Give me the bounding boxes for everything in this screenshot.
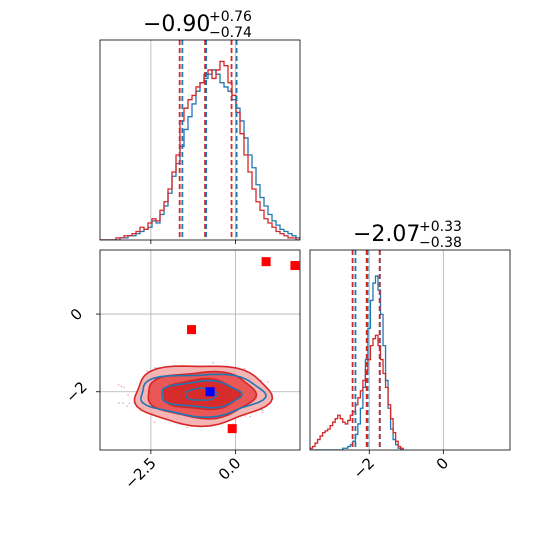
marker-red [227, 424, 237, 434]
title-p2: −2.07 +0.33 −0.38 [353, 219, 462, 251]
x-tick-label: 0.0 [215, 454, 245, 484]
x-tick-label: −2.5 [121, 454, 159, 492]
scatter-point [154, 366, 157, 369]
y-ticks-p2: 0 −2 [62, 305, 90, 407]
histogram-series-red [100, 60, 300, 240]
scatter-point [260, 379, 263, 382]
histogram-p2-plot [310, 250, 404, 450]
title-p1-main: −0.90 [143, 12, 210, 37]
title-p2-main: −2.07 [353, 222, 420, 247]
histogram-series-blue [100, 69, 300, 240]
scatter-point [117, 384, 120, 386]
scatter-point [123, 386, 126, 389]
scatter-point [127, 393, 129, 396]
panel-frame [99, 249, 301, 451]
histogram-series-blue [310, 275, 404, 450]
scatter-point [146, 370, 148, 373]
scatter-point [126, 405, 129, 408]
scatter-point [185, 426, 188, 429]
title-p1: −0.90 +0.76 −0.74 [143, 9, 252, 41]
x-ticks-p1: −2.5 0.0 [121, 454, 244, 492]
panel-frame [99, 39, 301, 241]
marker-blue [205, 387, 215, 397]
scatter-point [261, 411, 264, 414]
title-p1-sup: +0.76 [209, 9, 252, 25]
y-tick-label: −2 [62, 378, 90, 406]
contour-blue-inner [161, 379, 243, 409]
histogram-p2-panel [309, 249, 511, 454]
x-tick-label: 0 [433, 454, 452, 473]
histogram-series-red [310, 334, 404, 450]
scatter-point [128, 402, 131, 405]
title-p1-sub: −0.74 [209, 25, 252, 41]
marker-red [290, 261, 300, 271]
x-tick-label: −2 [350, 454, 378, 482]
histogram-p1-panel [99, 39, 301, 244]
scatter-point [244, 414, 247, 417]
scatter-point [211, 361, 214, 364]
histogram-p1-plot [100, 40, 300, 240]
scatter-point [249, 415, 252, 418]
scatter-point [118, 402, 120, 405]
contour-red-inner [163, 377, 241, 411]
scatter-point [153, 421, 156, 424]
marker-red [187, 325, 197, 335]
scatter-point [267, 381, 270, 383]
scatter-point [122, 402, 125, 404]
panel-frame [309, 249, 511, 451]
title-p2-sup: +0.33 [419, 219, 462, 235]
scatter-point [120, 385, 123, 388]
title-p2-sub: −0.38 [419, 235, 462, 251]
contour-plot [117, 361, 274, 429]
contour-blue-outer [140, 373, 267, 418]
contour-p1-p2-panel [96, 249, 301, 454]
y-tick-label: 0 [67, 305, 86, 324]
scatter-point [243, 367, 246, 370]
marker-red [261, 257, 271, 267]
x-ticks-p2: −2 0 [350, 454, 452, 482]
